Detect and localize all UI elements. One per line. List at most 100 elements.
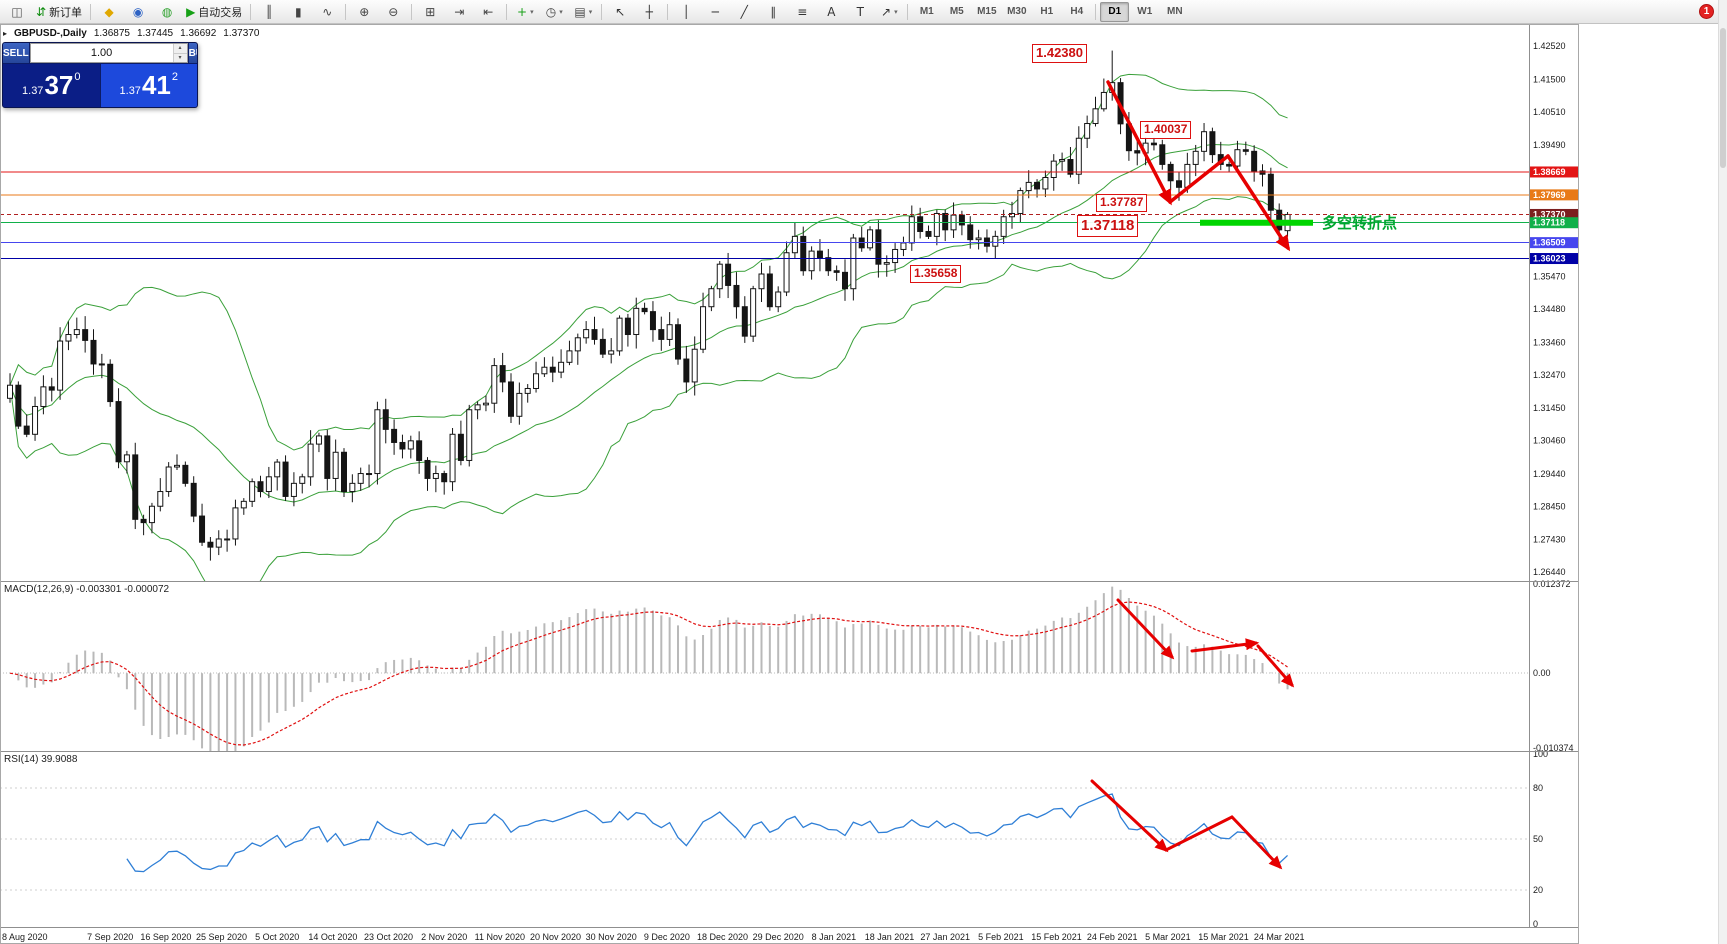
- svg-text:1.40510: 1.40510: [1533, 107, 1566, 117]
- zoom-out-button[interactable]: ⊖: [379, 1, 407, 23]
- zoom-in-button[interactable]: ⊕: [350, 1, 378, 23]
- auto-scroll-button[interactable]: ⇥: [445, 1, 473, 23]
- timeframe-m1-button[interactable]: M1: [919, 6, 934, 17]
- trend-arrows[interactable]: [1090, 80, 1313, 870]
- svg-text:50: 50: [1533, 834, 1543, 844]
- volume-input[interactable]: [30, 44, 173, 62]
- close-value: 1.37370: [223, 28, 260, 39]
- arrows-button[interactable]: ↗ ▾: [875, 1, 903, 23]
- one-click-toggle-icon[interactable]: ▸: [3, 29, 8, 38]
- data-window-button[interactable]: ◉: [124, 1, 152, 23]
- buy-button[interactable]: BUY: [188, 43, 197, 63]
- buy-price-button[interactable]: 1.37 41 2: [100, 64, 197, 107]
- trendline-button[interactable]: ╱: [730, 1, 758, 23]
- main-trend-arrow[interactable]: [1168, 154, 1230, 204]
- notification-badge[interactable]: 1: [1699, 4, 1714, 19]
- scrollbar-thumb[interactable]: [1720, 28, 1726, 168]
- svg-text:1.31450: 1.31450: [1533, 403, 1566, 413]
- timeframe-h1-button[interactable]: H1: [1040, 6, 1054, 17]
- main-trend-arrow[interactable]: [1226, 154, 1291, 252]
- templates-button[interactable]: ▤ ▾: [569, 1, 597, 23]
- channel-button[interactable]: ∥: [759, 1, 787, 23]
- timeframe-m15-button[interactable]: M15: [977, 6, 997, 17]
- main-trend-arrow[interactable]: [1106, 80, 1172, 206]
- macd-trend-arrow[interactable]: [1256, 644, 1295, 688]
- svg-text:15 Feb 2021: 15 Feb 2021: [1031, 932, 1082, 942]
- volume-up-button[interactable]: ▴: [173, 44, 187, 53]
- chart-shift-icon: ⇤: [483, 4, 494, 19]
- cursor-button[interactable]: ↖: [606, 1, 634, 23]
- price-tag: [1530, 237, 1578, 249]
- horizontal-line-objects[interactable]: [0, 171, 1529, 260]
- high-value: 1.37445: [136, 28, 174, 39]
- text-icon: A: [827, 4, 836, 19]
- new-chart-button[interactable]: ◫: [3, 1, 31, 23]
- bar-chart-button[interactable]: ║: [255, 1, 283, 23]
- metaeditor-icon: ◆: [104, 4, 114, 19]
- vertical-line-button[interactable]: │: [672, 1, 700, 23]
- vertical-scrollbar[interactable]: [1718, 0, 1727, 944]
- line-chart-button[interactable]: ∿: [313, 1, 341, 23]
- indicators-button[interactable]: + ▾: [511, 1, 539, 23]
- tile-windows-button[interactable]: ⊞: [416, 1, 444, 23]
- metaeditor-button[interactable]: ◆: [95, 1, 123, 23]
- channel-icon: ∥: [770, 4, 777, 19]
- rsi-layer: [0, 787, 1529, 891]
- crosshair-button[interactable]: ┼: [635, 1, 663, 23]
- text-button[interactable]: A: [817, 1, 845, 23]
- bollinger-bands: [9, 73, 1288, 582]
- svg-text:1.41500: 1.41500: [1533, 74, 1566, 84]
- candlestick-chart-button[interactable]: ▮: [284, 1, 312, 23]
- new-order-icon: ⇵: [36, 4, 47, 19]
- timeframe-m5-button[interactable]: M5: [949, 6, 964, 17]
- horizontal-line-button[interactable]: ─: [701, 1, 729, 23]
- timeframe-w1-button[interactable]: W1: [1137, 6, 1153, 17]
- label-button[interactable]: T: [846, 1, 874, 23]
- svg-text:18 Dec 2020: 18 Dec 2020: [697, 932, 748, 942]
- sell-button[interactable]: SELL: [3, 43, 29, 63]
- autotrading-button[interactable]: ▶ 自动交易: [182, 1, 246, 23]
- macd-trend-arrow[interactable]: [1116, 598, 1175, 660]
- rsi-trend-arrow[interactable]: [1164, 815, 1234, 852]
- timeframe-h4-button[interactable]: H4: [1070, 6, 1084, 17]
- timeframe-d1-button[interactable]: D1: [1100, 1, 1130, 22]
- toolbar-separator: [90, 3, 92, 20]
- rsi-trend-arrow[interactable]: [1090, 779, 1169, 853]
- svg-text:1.38669: 1.38669: [1533, 167, 1566, 177]
- indicators-icon: +: [517, 4, 528, 19]
- svg-text:1.27430: 1.27430: [1533, 535, 1566, 545]
- market-watch-icon: ◍: [161, 4, 173, 19]
- timeframe-mn-button[interactable]: MN: [1167, 6, 1183, 17]
- zoom-out-icon: ⊖: [388, 4, 399, 19]
- svg-text:8 Aug 2020: 8 Aug 2020: [2, 932, 48, 942]
- volume-control: ▴ ▾: [29, 43, 188, 63]
- price-chart-canvas[interactable]: 1.386691.379691.373701.371181.365091.360…: [0, 24, 1579, 944]
- new-order-button[interactable]: ⇵ 新订单: [32, 1, 86, 23]
- sell-price-button[interactable]: 1.37 37 0: [3, 64, 100, 107]
- toolbar-separator: [411, 3, 413, 20]
- macd-trend-arrow[interactable]: [1190, 638, 1260, 653]
- low-value: 1.36692: [180, 28, 217, 39]
- toolbar-separator: [667, 3, 669, 20]
- svg-text:30 Nov 2020: 30 Nov 2020: [586, 932, 637, 942]
- fibonacci-button[interactable]: ≡: [788, 1, 816, 23]
- svg-text:0.012372: 0.012372: [1533, 579, 1571, 589]
- line-chart-icon: ∿: [322, 4, 333, 19]
- new-chart-icon: ◫: [11, 4, 23, 19]
- svg-text:1.32470: 1.32470: [1533, 370, 1566, 380]
- price-tag: [1530, 217, 1578, 229]
- svg-text:100: 100: [1533, 749, 1548, 759]
- volume-down-button[interactable]: ▾: [173, 52, 187, 62]
- timeframe-m30-button[interactable]: M30: [1007, 6, 1027, 17]
- market-watch-button[interactable]: ◍: [153, 1, 181, 23]
- fibonacci-icon: ≡: [797, 4, 808, 19]
- toolbar-separator: [250, 3, 252, 20]
- horizontal-line-icon: ─: [711, 4, 719, 19]
- time-axis: 8 Aug 2020 7 Sep 2020 16 Sep 2020 25 Sep 20…: [2, 932, 1304, 942]
- candles-layer: [7, 50, 1291, 561]
- rsi-trend-arrow[interactable]: [1230, 815, 1283, 870]
- chart-shift-button[interactable]: ⇤: [474, 1, 502, 23]
- vertical-line-icon: │: [682, 4, 690, 19]
- periods-button[interactable]: ◷ ▾: [540, 1, 568, 23]
- svg-text:29 Dec 2020: 29 Dec 2020: [753, 932, 804, 942]
